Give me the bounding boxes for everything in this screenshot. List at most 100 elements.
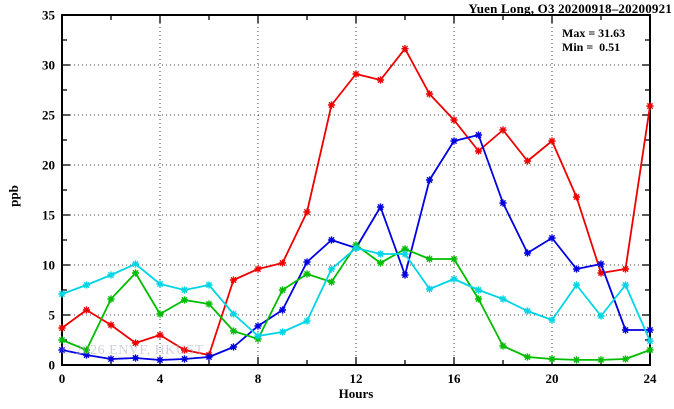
day-1-red-marker — [646, 102, 654, 110]
day-4-cyan-marker — [474, 286, 483, 294]
day-1-red-line — [61, 47, 651, 356]
day-3-green-marker — [450, 255, 458, 263]
day-1-red-marker — [401, 45, 409, 53]
day-2-blue-marker — [646, 326, 654, 334]
day-1-red-marker — [425, 90, 434, 98]
day-2-blue-marker — [450, 137, 458, 145]
day-4-cyan-marker — [156, 280, 164, 288]
day-1-red-marker — [107, 321, 115, 329]
day-3-green-marker — [646, 346, 654, 354]
day-2-blue-marker — [597, 260, 605, 268]
day-2-blue-marker — [278, 306, 287, 314]
day-4-cyan-marker — [352, 244, 360, 252]
day-1-red-marker — [548, 137, 556, 145]
day-2-blue-marker — [499, 199, 507, 207]
day-3-green-marker — [82, 346, 91, 354]
x-tick-label: 0 — [59, 371, 66, 386]
day-2-blue-marker — [254, 322, 262, 330]
day-3-green-marker — [205, 300, 213, 308]
y-tick-label: 5 — [49, 308, 56, 323]
day-2-blue-marker — [523, 249, 532, 257]
y-tick-label: 15 — [42, 208, 56, 223]
day-3-green-marker — [597, 356, 605, 364]
day-2-blue-marker — [131, 354, 140, 362]
day-3-green-marker — [523, 353, 532, 361]
max-value-label: Max = 31.63 — [562, 26, 626, 40]
day-4-cyan-marker — [597, 312, 605, 320]
day-1-red-marker — [474, 147, 483, 155]
max-min-annotation: Max = 31.63 Min = 0.51 — [562, 26, 625, 54]
x-tick-label: 12 — [350, 371, 363, 386]
day-2-blue-marker — [303, 258, 311, 266]
day-3-green-marker — [499, 342, 507, 350]
day-3-green-marker — [229, 327, 238, 335]
day-2-blue-marker — [474, 131, 483, 139]
day-4-cyan-marker — [131, 260, 140, 268]
day-4-cyan-marker — [205, 281, 213, 289]
x-tick-label: 24 — [644, 371, 658, 386]
day-1-red-marker — [156, 331, 164, 339]
day-2-blue-marker — [205, 353, 213, 361]
y-tick-label: 35 — [42, 8, 56, 23]
day-1-red-marker — [352, 70, 360, 78]
day-3-green-marker — [474, 295, 483, 303]
day-3-green-marker — [303, 270, 311, 278]
day-2-blue-marker — [621, 326, 630, 334]
y-tick-label: 20 — [42, 158, 55, 173]
x-tick-label: 4 — [157, 371, 164, 386]
x-axis-label: Hours — [338, 386, 374, 401]
day-2-blue-marker — [425, 176, 434, 184]
day-2-blue-marker — [376, 203, 385, 211]
day-3-green-marker — [621, 355, 630, 363]
day-1-red-marker — [58, 324, 66, 332]
day-3-green-marker — [401, 245, 409, 253]
day-4-cyan-marker — [58, 290, 66, 298]
day-4-cyan-marker — [523, 307, 532, 315]
y-axis-label: ppb — [6, 185, 21, 207]
day-3-green-marker — [156, 310, 164, 318]
day-1-red-marker — [254, 265, 262, 273]
day-1-red-marker — [303, 208, 311, 216]
day-2-blue-marker — [548, 234, 556, 242]
x-tick-label: 20 — [546, 371, 559, 386]
day-2-blue-marker — [572, 265, 581, 273]
day-4-cyan-marker — [548, 316, 556, 324]
day-1-red-marker — [499, 126, 507, 134]
day-1-red-marker — [229, 276, 238, 284]
day-4-cyan-marker — [180, 286, 189, 294]
y-tick-label: 10 — [42, 258, 55, 273]
day-4-cyan-marker — [278, 328, 287, 336]
day-1-red-marker — [278, 259, 287, 267]
watermark: © 2026 ENVF, HKUST — [60, 343, 204, 358]
day-4-cyan-marker — [450, 275, 458, 283]
day-1-red-marker — [621, 265, 630, 273]
y-tick-label: 0 — [49, 358, 56, 373]
day-1-red-marker — [376, 76, 385, 84]
day-3-green-marker — [180, 296, 189, 304]
day-2-blue-marker — [107, 355, 115, 363]
day-4-cyan-marker — [646, 337, 654, 345]
day-4-cyan-marker — [229, 310, 238, 318]
x-tick-label: 8 — [255, 371, 262, 386]
day-2-blue-marker — [180, 355, 189, 363]
day-4-cyan-marker — [401, 250, 409, 258]
day-3-green-marker — [376, 259, 385, 267]
day-2-blue-marker — [229, 343, 238, 351]
day-4-cyan-marker — [499, 295, 507, 303]
day-1-red-marker — [597, 269, 605, 277]
day-3-green-marker — [131, 269, 140, 277]
day-4-cyan-marker — [376, 250, 385, 258]
day-2-blue-marker — [156, 356, 164, 364]
day-4-cyan-marker — [82, 281, 91, 289]
day-4-cyan-marker — [425, 285, 434, 293]
day-4-cyan-marker — [254, 332, 262, 340]
day-1-red-marker — [131, 339, 140, 347]
day-2-blue-marker — [401, 271, 409, 279]
day-4-cyan-marker — [621, 281, 630, 289]
day-2-blue-marker — [58, 346, 66, 354]
day-3-green-marker — [58, 336, 66, 344]
chart-title: Yuen Long, O3 20200918–20200921 — [468, 1, 672, 16]
day-4-cyan-marker — [327, 265, 336, 273]
